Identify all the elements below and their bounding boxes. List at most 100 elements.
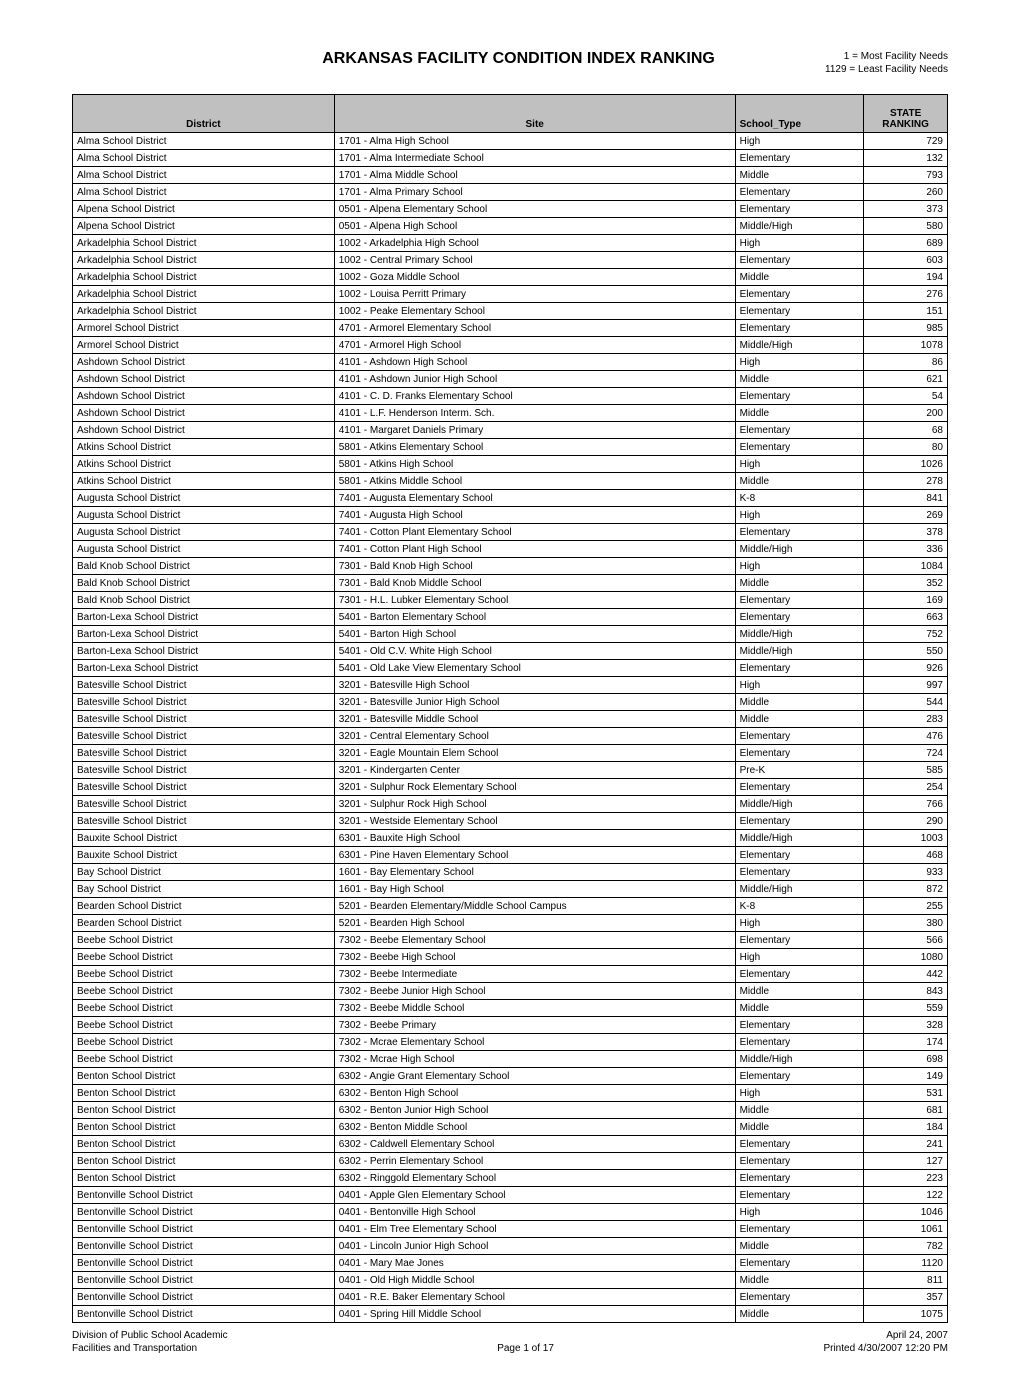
table-cell: Elementary <box>735 1136 864 1153</box>
table-cell: 1002 - Arkadelphia High School <box>334 235 735 252</box>
table-cell: 1026 <box>864 456 948 473</box>
table-cell: High <box>735 915 864 932</box>
table-cell: 4101 - L.F. Henderson Interm. Sch. <box>334 405 735 422</box>
table-cell: Augusta School District <box>73 507 335 524</box>
table-row: Beebe School District7302 - Beebe Middle… <box>73 1000 948 1017</box>
table-cell: Bentonville School District <box>73 1272 335 1289</box>
table-row: Bentonville School District0401 - Old Hi… <box>73 1272 948 1289</box>
table-cell: 269 <box>864 507 948 524</box>
table-cell: Elementary <box>735 813 864 830</box>
table-cell: 86 <box>864 354 948 371</box>
table-cell: Barton-Lexa School District <box>73 660 335 677</box>
table-cell: 276 <box>864 286 948 303</box>
table-row: Barton-Lexa School District5401 - Barton… <box>73 626 948 643</box>
table-row: Armorel School District4701 - Armorel El… <box>73 320 948 337</box>
table-row: Alpena School District0501 - Alpena Elem… <box>73 201 948 218</box>
table-cell: 357 <box>864 1289 948 1306</box>
footer-left: Division of Public School Academic Facil… <box>72 1329 228 1355</box>
table-row: Bauxite School District6301 - Bauxite Hi… <box>73 830 948 847</box>
table-row: Bay School District1601 - Bay High Schoo… <box>73 881 948 898</box>
table-cell: K-8 <box>735 490 864 507</box>
table-cell: Arkadelphia School District <box>73 269 335 286</box>
table-cell: Alma School District <box>73 150 335 167</box>
table-row: Bald Knob School District7301 - H.L. Lub… <box>73 592 948 609</box>
table-cell: 149 <box>864 1068 948 1085</box>
table-cell: 681 <box>864 1102 948 1119</box>
table-cell: Bearden School District <box>73 915 335 932</box>
table-cell: Elementary <box>735 286 864 303</box>
page-title: ARKANSAS FACILITY CONDITION INDEX RANKIN… <box>72 50 825 68</box>
table-cell: Middle <box>735 1119 864 1136</box>
table-cell: Beebe School District <box>73 1034 335 1051</box>
table-cell: Alma School District <box>73 133 335 150</box>
table-cell: 793 <box>864 167 948 184</box>
table-cell: Batesville School District <box>73 813 335 830</box>
table-row: Augusta School District7401 - Cotton Pla… <box>73 524 948 541</box>
table-cell: Benton School District <box>73 1153 335 1170</box>
table-cell: Elementary <box>735 932 864 949</box>
table-cell: 68 <box>864 422 948 439</box>
table-cell: High <box>735 949 864 966</box>
table-cell: Beebe School District <box>73 1051 335 1068</box>
table-row: Bald Knob School District7301 - Bald Kno… <box>73 575 948 592</box>
table-cell: 5401 - Barton Elementary School <box>334 609 735 626</box>
footer-page-number: Page 1 of 17 <box>497 1342 554 1355</box>
table-cell: 283 <box>864 711 948 728</box>
table-row: Arkadelphia School District1002 - Arkade… <box>73 235 948 252</box>
legend-line-2: 1129 = Least Facility Needs <box>825 63 948 76</box>
table-cell: Bentonville School District <box>73 1204 335 1221</box>
table-cell: 54 <box>864 388 948 405</box>
table-cell: 5801 - Atkins Elementary School <box>334 439 735 456</box>
table-cell: 1002 - Goza Middle School <box>334 269 735 286</box>
table-row: Augusta School District7401 - Augusta Hi… <box>73 507 948 524</box>
table-row: Alma School District1701 - Alma Primary … <box>73 184 948 201</box>
table-cell: 531 <box>864 1085 948 1102</box>
table-row: Beebe School District7302 - Beebe Primar… <box>73 1017 948 1034</box>
table-cell: 255 <box>864 898 948 915</box>
table-row: Batesville School District3201 - Kinderg… <box>73 762 948 779</box>
table-cell: Benton School District <box>73 1170 335 1187</box>
table-cell: 0401 - Apple Glen Elementary School <box>334 1187 735 1204</box>
table-cell: 544 <box>864 694 948 711</box>
table-cell: Middle <box>735 473 864 490</box>
table-cell: Bay School District <box>73 881 335 898</box>
table-row: Augusta School District7401 - Augusta El… <box>73 490 948 507</box>
table-cell: 378 <box>864 524 948 541</box>
table-cell: Benton School District <box>73 1068 335 1085</box>
table-cell: High <box>735 677 864 694</box>
table-row: Bauxite School District6301 - Pine Haven… <box>73 847 948 864</box>
table-cell: Armorel School District <box>73 337 335 354</box>
table-cell: Elementary <box>735 660 864 677</box>
table-cell: Alma School District <box>73 167 335 184</box>
table-cell: 127 <box>864 1153 948 1170</box>
table-row: Arkadelphia School District1002 - Centra… <box>73 252 948 269</box>
table-cell: 4101 - Ashdown Junior High School <box>334 371 735 388</box>
table-cell: 6302 - Benton Middle School <box>334 1119 735 1136</box>
table-row: Augusta School District7401 - Cotton Pla… <box>73 541 948 558</box>
table-cell: 926 <box>864 660 948 677</box>
table-cell: 6302 - Angie Grant Elementary School <box>334 1068 735 1085</box>
table-cell: Arkadelphia School District <box>73 286 335 303</box>
table-cell: 4701 - Armorel Elementary School <box>334 320 735 337</box>
table-cell: Middle/High <box>735 830 864 847</box>
table-cell: High <box>735 1204 864 1221</box>
table-row: Beebe School District7302 - Beebe Interm… <box>73 966 948 983</box>
table-cell: 328 <box>864 1017 948 1034</box>
table-cell: 7401 - Cotton Plant High School <box>334 541 735 558</box>
table-cell: 5801 - Atkins Middle School <box>334 473 735 490</box>
table-cell: 5401 - Barton High School <box>334 626 735 643</box>
table-row: Arkadelphia School District1002 - Goza M… <box>73 269 948 286</box>
table-cell: Elementary <box>735 184 864 201</box>
table-cell: 1002 - Central Primary School <box>334 252 735 269</box>
table-cell: 0501 - Alpena Elementary School <box>334 201 735 218</box>
table-cell: Elementary <box>735 1221 864 1238</box>
table-cell: Elementary <box>735 779 864 796</box>
table-row: Armorel School District4701 - Armorel Hi… <box>73 337 948 354</box>
table-cell: Atkins School District <box>73 439 335 456</box>
table-cell: Batesville School District <box>73 745 335 762</box>
table-cell: Middle <box>735 983 864 1000</box>
table-row: Alma School District1701 - Alma Middle S… <box>73 167 948 184</box>
table-cell: 4101 - Margaret Daniels Primary <box>334 422 735 439</box>
table-cell: Elementary <box>735 320 864 337</box>
table-cell: 1002 - Peake Elementary School <box>334 303 735 320</box>
